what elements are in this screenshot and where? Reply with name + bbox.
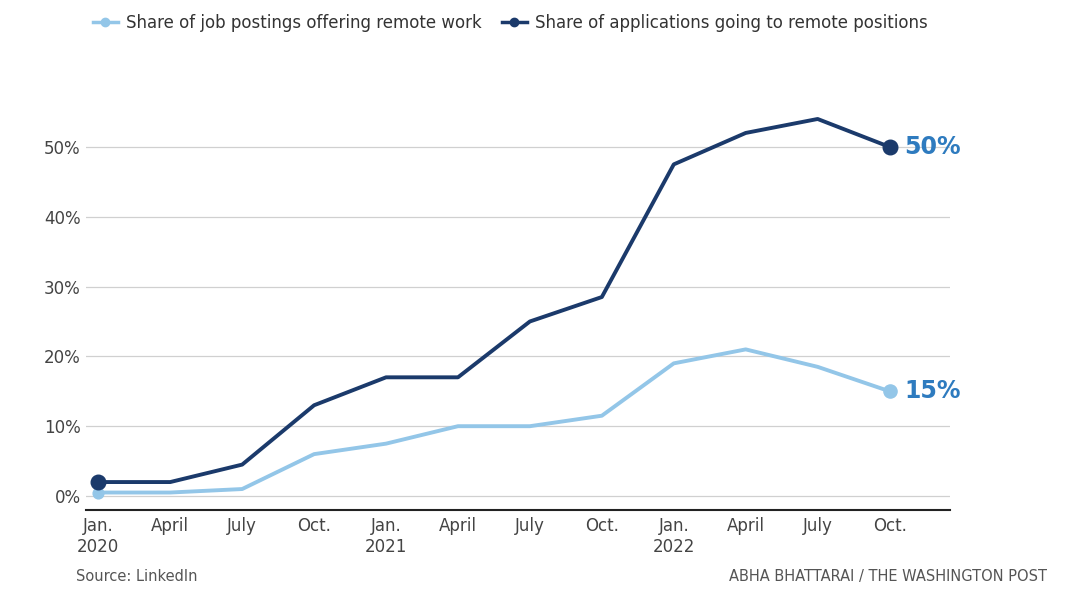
Point: [90, 477, 107, 487]
Text: ABHA BHATTARAI / THE WASHINGTON POST: ABHA BHATTARAI / THE WASHINGTON POST: [728, 569, 1047, 584]
Text: 50%: 50%: [904, 135, 960, 159]
Point: [880, 142, 898, 152]
Text: 15%: 15%: [904, 380, 960, 403]
Legend: Share of job postings offering remote work, Share of applications going to remot: Share of job postings offering remote wo…: [86, 8, 934, 39]
Text: Source: LinkedIn: Source: LinkedIn: [76, 569, 197, 584]
Point: [880, 387, 898, 396]
Point: [90, 488, 107, 498]
